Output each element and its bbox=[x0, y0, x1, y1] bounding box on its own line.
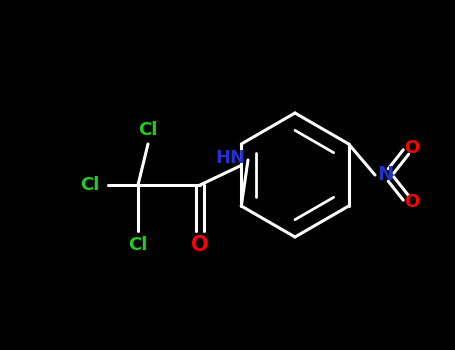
Text: O: O bbox=[404, 139, 420, 157]
Text: Cl: Cl bbox=[81, 176, 100, 194]
Text: O: O bbox=[191, 235, 209, 255]
Text: O: O bbox=[404, 193, 420, 211]
Text: HN: HN bbox=[215, 149, 245, 167]
Text: N: N bbox=[377, 166, 393, 184]
Text: Cl: Cl bbox=[128, 236, 148, 254]
Text: Cl: Cl bbox=[138, 121, 158, 139]
